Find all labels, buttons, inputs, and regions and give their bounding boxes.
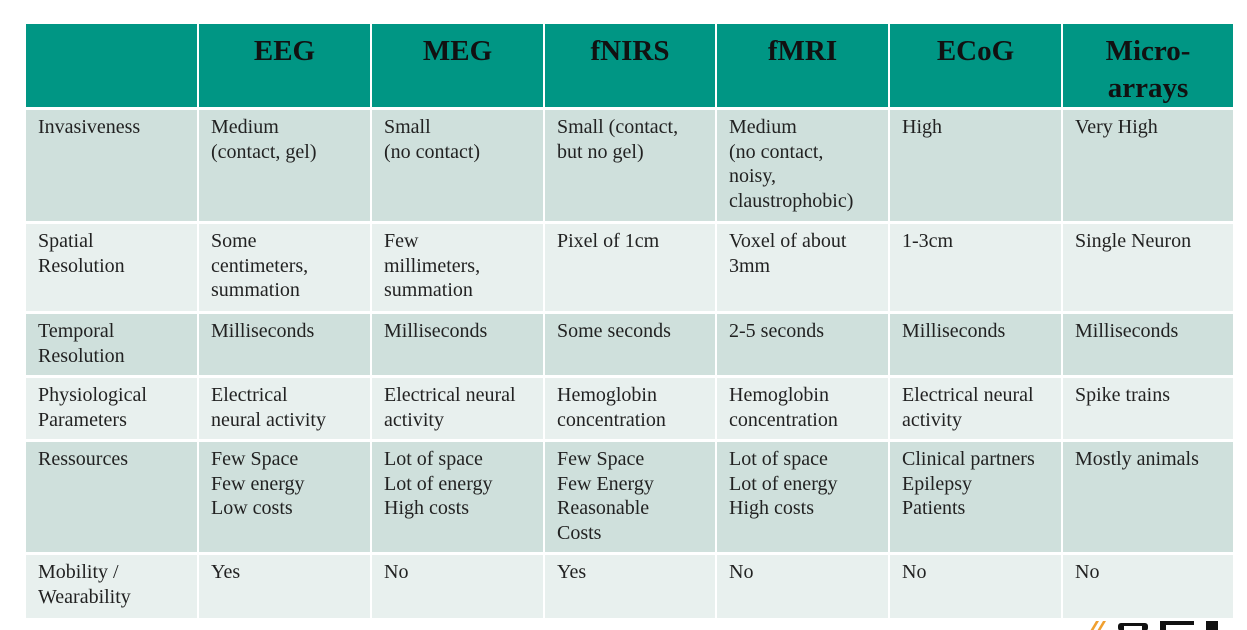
comparison-table-container: EEG MEG fNIRS fMRI ECoG Micro- arrays In… bbox=[26, 24, 1233, 618]
header-fnirs: fNIRS bbox=[543, 24, 717, 110]
table-cell: Hemoglobin concentration bbox=[543, 375, 717, 442]
table-row-invasiveness: Invasiveness Medium (contact, gel) Small… bbox=[26, 107, 1233, 224]
header-meg: MEG bbox=[370, 24, 545, 110]
table-cell: No bbox=[715, 552, 890, 618]
table-cell: Lot of space Lot of energy High costs bbox=[370, 439, 545, 555]
table-cell: Electrical neural activity bbox=[370, 375, 545, 442]
row-label: Ressources bbox=[26, 439, 199, 555]
row-label: Invasiveness bbox=[26, 107, 199, 224]
logo-graphic bbox=[1090, 621, 1218, 630]
table-row-ressources: Ressources Few Space Few energy Low cost… bbox=[26, 439, 1233, 555]
table-cell: Hemoglobin concentration bbox=[715, 375, 890, 442]
table-cell: 1-3cm bbox=[888, 221, 1063, 314]
table-cell: Few Space Few Energy Reasonable Costs bbox=[543, 439, 717, 555]
table-cell: Few millimeters, summation bbox=[370, 221, 545, 314]
table-cell: Medium (contact, gel) bbox=[197, 107, 372, 224]
table-cell: Yes bbox=[543, 552, 717, 618]
table-cell: Milliseconds bbox=[1061, 311, 1233, 378]
row-label: Temporal Resolution bbox=[26, 311, 199, 378]
table-cell: Very High bbox=[1061, 107, 1233, 224]
table-cell: 2-5 seconds bbox=[715, 311, 890, 378]
table-cell: Yes bbox=[197, 552, 372, 618]
header-eeg: EEG bbox=[197, 24, 372, 110]
row-label: Mobility / Wearability bbox=[26, 552, 199, 618]
table-row-spatial-resolution: Spatial Resolution Some centimeters, sum… bbox=[26, 221, 1233, 314]
table-cell: High bbox=[888, 107, 1063, 224]
partial-logo-icon bbox=[1088, 618, 1228, 630]
table-cell: Electrical neural activity bbox=[888, 375, 1063, 442]
table-cell: Lot of space Lot of energy High costs bbox=[715, 439, 890, 555]
table-cell: Milliseconds bbox=[370, 311, 545, 378]
table-cell: Few Space Few energy Low costs bbox=[197, 439, 372, 555]
table-cell: Some centimeters, summation bbox=[197, 221, 372, 314]
header-corner-cell bbox=[26, 24, 199, 110]
header-fmri: fMRI bbox=[715, 24, 890, 110]
table-cell: Mostly animals bbox=[1061, 439, 1233, 555]
table-cell: Pixel of 1cm bbox=[543, 221, 717, 314]
table-row-physiological-parameters: Physiological Parameters Electrical neur… bbox=[26, 375, 1233, 442]
table-cell: Small (no contact) bbox=[370, 107, 545, 224]
table-cell: Single Neuron bbox=[1061, 221, 1233, 314]
table-cell: Medium (no contact, noisy, claustrophobi… bbox=[715, 107, 890, 224]
table-cell: Some seconds bbox=[543, 311, 717, 378]
table-cell: Small (contact, but no gel) bbox=[543, 107, 717, 224]
table-cell: Milliseconds bbox=[197, 311, 372, 378]
modality-comparison-table: EEG MEG fNIRS fMRI ECoG Micro- arrays In… bbox=[26, 24, 1233, 618]
table-cell: Milliseconds bbox=[888, 311, 1063, 378]
table-cell: Clinical partners Epilepsy Patients bbox=[888, 439, 1063, 555]
table-cell: No bbox=[1061, 552, 1233, 618]
row-label: Physiological Parameters bbox=[26, 375, 199, 442]
table-cell: Electrical neural activity bbox=[197, 375, 372, 442]
table-cell: No bbox=[888, 552, 1063, 618]
table-cell: No bbox=[370, 552, 545, 618]
header-ecog: ECoG bbox=[888, 24, 1063, 110]
table-row-temporal-resolution: Temporal Resolution Milliseconds Millise… bbox=[26, 311, 1233, 378]
header-microarrays: Micro- arrays bbox=[1061, 24, 1233, 110]
table-cell: Spike trains bbox=[1061, 375, 1233, 442]
table-row-mobility-wearability: Mobility / Wearability Yes No Yes No No … bbox=[26, 552, 1233, 618]
table-cell: Voxel of about 3mm bbox=[715, 221, 890, 314]
row-label: Spatial Resolution bbox=[26, 221, 199, 314]
header-row: EEG MEG fNIRS fMRI ECoG Micro- arrays bbox=[26, 24, 1233, 110]
